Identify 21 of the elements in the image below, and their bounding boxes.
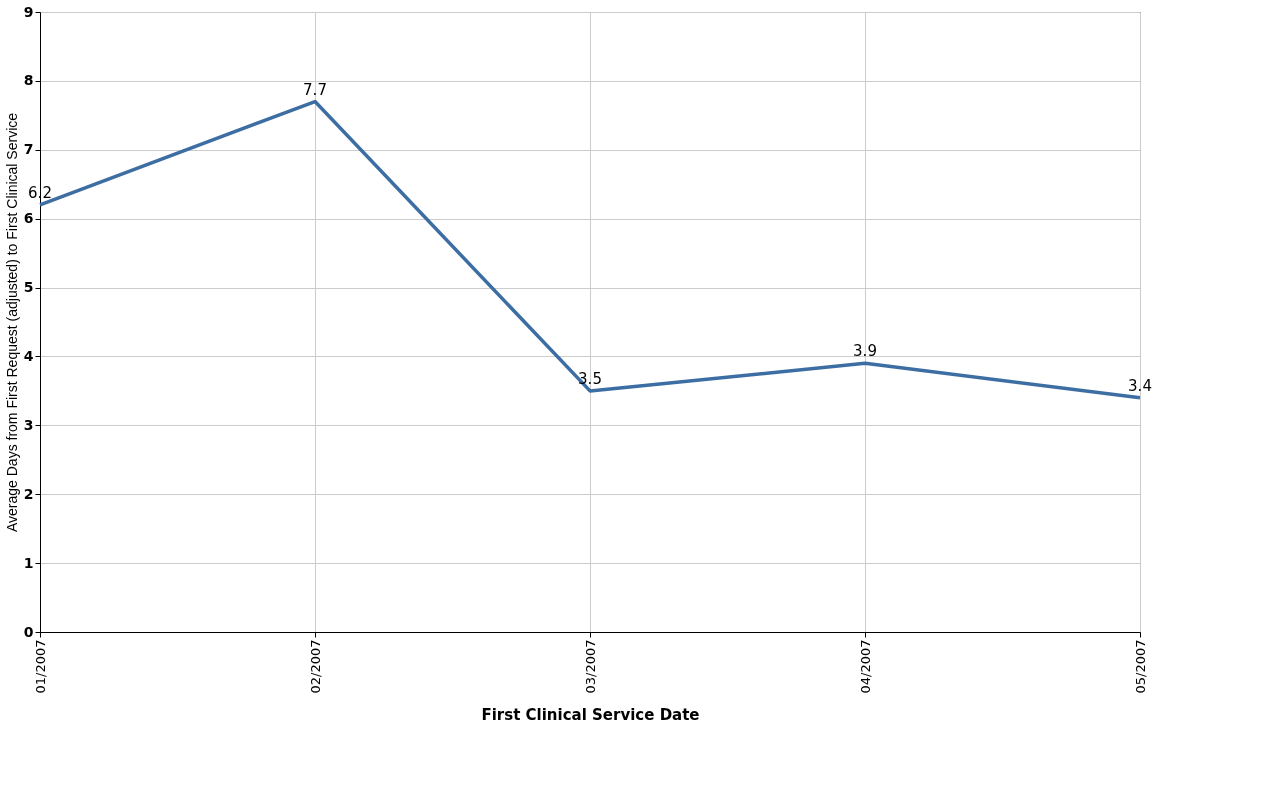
x-tick-label: 02/2007 (307, 639, 323, 694)
x-axis-title: First Clinical Service Date (481, 705, 700, 724)
x-tick-label: 03/2007 (582, 639, 598, 694)
y-tick-label: 4 (23, 347, 34, 364)
data-label: 3.5 (578, 369, 602, 388)
x-tick-label: 04/2007 (857, 639, 873, 694)
y-tick-label: 9 (23, 3, 34, 20)
y-tick-label: 6 (23, 210, 34, 227)
y-tick-label: 3 (23, 416, 34, 433)
data-label: 3.9 (853, 342, 877, 361)
data-label: 3.4 (1128, 376, 1152, 395)
x-tick-label: 01/2007 (32, 639, 48, 694)
y-tick-label: 8 (23, 72, 34, 89)
y-tick-label: 0 (23, 623, 34, 640)
data-label: 7.7 (303, 80, 327, 99)
y-tick-label: 1 (23, 554, 34, 571)
y-tick-label: 5 (23, 279, 34, 296)
x-tick-label: 05/2007 (1132, 639, 1148, 694)
y-axis-title: Average Days from First Request (adjusted) to First Clinical Service (3, 112, 20, 533)
y-tick-label: 7 (23, 141, 34, 158)
y-tick-label: 2 (23, 485, 34, 502)
